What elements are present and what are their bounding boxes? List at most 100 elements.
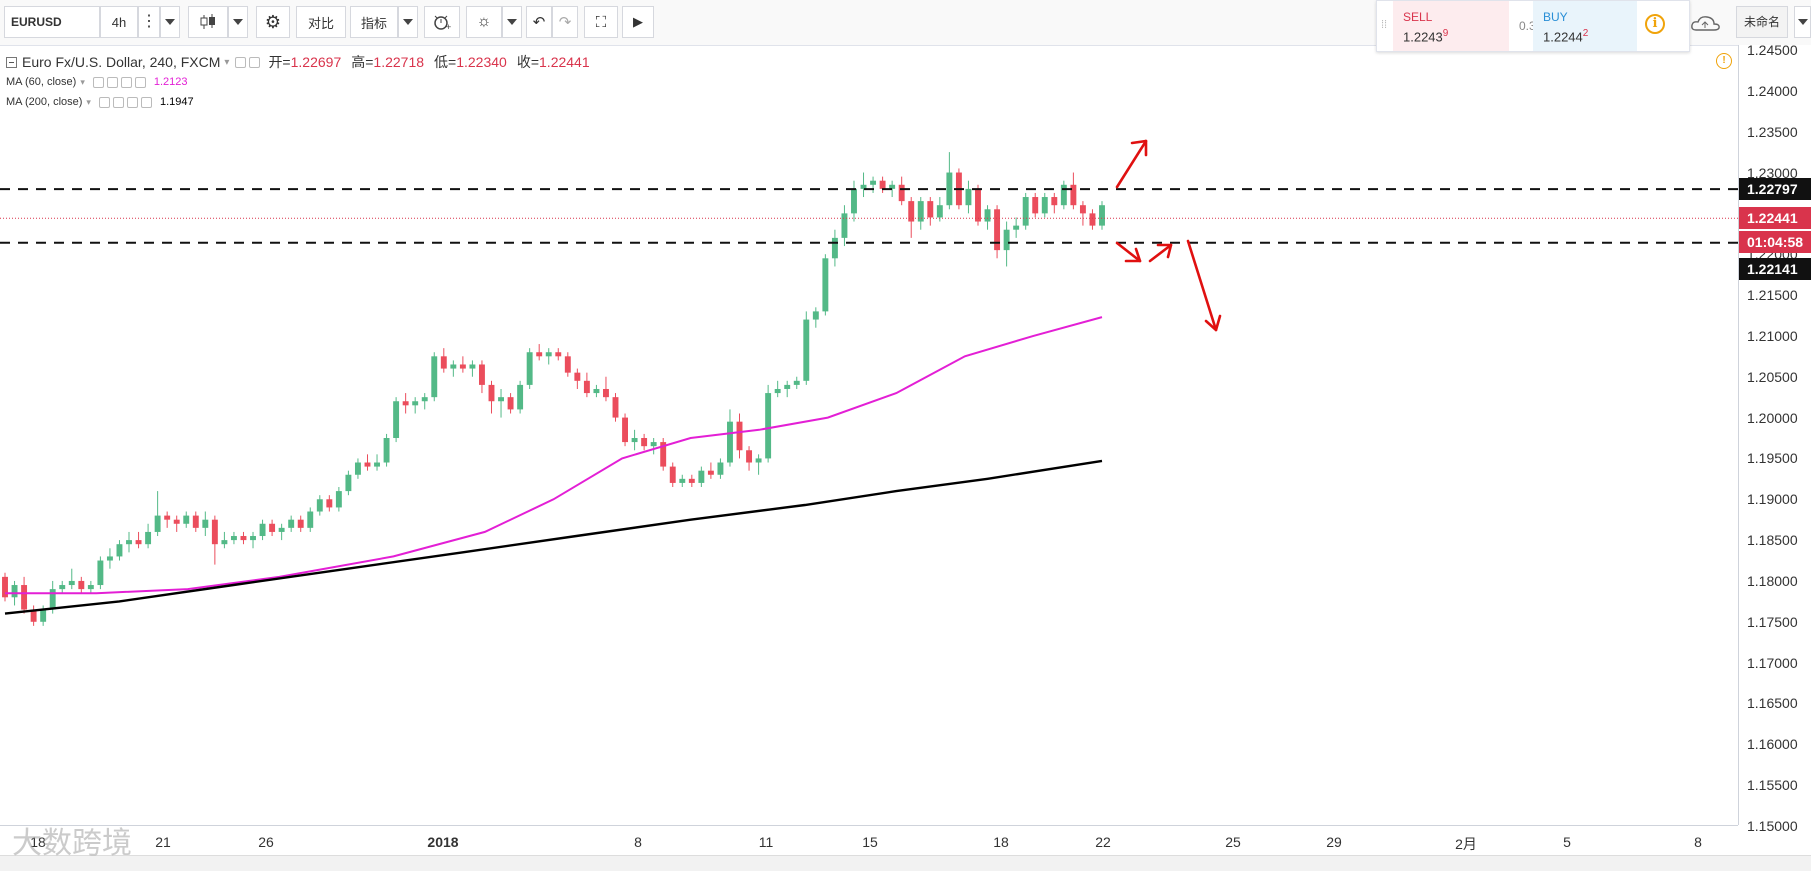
- candle-body: [307, 511, 314, 528]
- drag-handle-icon[interactable]: ⁞⁞: [1381, 19, 1388, 31]
- buy-price: 1.22442: [1543, 28, 1588, 44]
- chevron-down-icon: [403, 19, 413, 25]
- eye-icon[interactable]: [98, 96, 110, 108]
- candle-body: [707, 470, 714, 475]
- candle-body: [135, 540, 142, 545]
- redo-button[interactable]: ↷: [552, 6, 578, 38]
- interval-dropdown-button[interactable]: [160, 6, 180, 38]
- candle-body: [975, 188, 981, 222]
- collapse-legend-icon[interactable]: [6, 56, 17, 68]
- ma60-legend-row: MA (60, close) ▾ 1.2123: [6, 72, 590, 92]
- compare-button[interactable]: 对比: [296, 6, 346, 38]
- candle-body: [335, 491, 342, 508]
- ideas-dropdown[interactable]: [502, 6, 522, 38]
- interval-selector[interactable]: 4h: [100, 6, 138, 38]
- settings-small-icon[interactable]: [112, 96, 124, 108]
- sell-price-main: 1.2243: [1403, 29, 1443, 45]
- settings-button[interactable]: ⚙: [256, 6, 290, 38]
- chevron-down-icon[interactable]: ▾: [224, 56, 230, 68]
- candle-body: [831, 237, 838, 259]
- buy-pip: 2: [1582, 28, 1589, 39]
- support-price-tag: 1.22141: [1739, 257, 1811, 280]
- candle-body: [250, 536, 256, 541]
- candle-body: [450, 364, 457, 369]
- candle-body: [173, 519, 180, 524]
- fullscreen-icon: ⛶: [595, 13, 607, 31]
- candle-body: [622, 417, 629, 443]
- candle-body: [908, 201, 915, 222]
- time-tick-label: 11: [758, 834, 774, 850]
- info-icon[interactable]: i: [1645, 14, 1665, 34]
- bottom-toolbar: [0, 855, 1811, 871]
- chevron-down-icon[interactable]: ▾: [80, 76, 85, 87]
- last-price-tag: 1.22441: [1739, 207, 1811, 230]
- resistance-price-tag: 1.22797: [1739, 178, 1811, 201]
- chart-pane[interactable]: [0, 45, 1738, 825]
- candle-body: [2, 576, 8, 598]
- candle-body: [240, 536, 247, 541]
- symbol-input[interactable]: EURUSD: [4, 6, 100, 38]
- candle-body: [59, 585, 66, 590]
- candle-body: [354, 462, 361, 475]
- candle-body: [221, 540, 228, 545]
- add-icon[interactable]: [126, 96, 138, 108]
- candle-body: [402, 401, 409, 406]
- candle-body: [364, 462, 371, 467]
- candle-body: [21, 585, 28, 610]
- low-value: 1.22340: [456, 54, 507, 70]
- candle-body: [498, 397, 504, 402]
- ma60-line: [5, 316, 1103, 595]
- price-tick-label: 1.19500: [1747, 450, 1798, 467]
- settings-small-icon[interactable]: [106, 76, 118, 88]
- indicators-dropdown[interactable]: [398, 6, 418, 38]
- price-tick-label: 1.15000: [1747, 818, 1798, 834]
- add-icon[interactable]: [120, 76, 132, 88]
- price-tick-label: 1.21500: [1747, 287, 1798, 304]
- chart-legend: Euro Fx/U.S. Dollar, 240, FXCM ▾ 开= 1.226…: [6, 52, 590, 112]
- chevron-down-icon: [1797, 19, 1808, 25]
- price-axis[interactable]: 1.245001.240001.235001.230001.225001.220…: [1738, 42, 1811, 834]
- buy-button[interactable]: BUY 1.22442: [1533, 1, 1637, 51]
- replay-button[interactable]: ▶: [622, 6, 654, 38]
- time-tick-label: 29: [1326, 834, 1342, 850]
- quote-panel: ⁞⁞ SELL 1.22439 0.3 BUY 1.22442 i: [1376, 0, 1690, 52]
- chart-type-button[interactable]: [188, 6, 228, 38]
- undo-button[interactable]: ↶: [526, 6, 552, 38]
- time-tick-label: 5: [1563, 834, 1571, 850]
- time-axis[interactable]: 18 21 26 2018 8 11 15 18 22 25 29 2月 5 8: [0, 825, 1738, 856]
- time-tick-label: 26: [258, 834, 274, 850]
- redo-icon: ↷: [558, 14, 572, 31]
- sell-button[interactable]: SELL 1.22439: [1393, 1, 1509, 51]
- fullscreen-button[interactable]: ⛶: [584, 6, 618, 38]
- sell-label: SELL: [1403, 10, 1433, 24]
- candle-body: [889, 184, 896, 189]
- spread-value: 0.3: [1519, 19, 1536, 33]
- chevron-down-icon[interactable]: ▾: [86, 96, 91, 107]
- eye-icon[interactable]: [92, 76, 104, 88]
- bar-countdown-tag: 01:04:58: [1739, 231, 1811, 254]
- price-tick-label: 1.20500: [1747, 368, 1798, 385]
- candle-body: [459, 364, 466, 369]
- warning-icon[interactable]: !: [1716, 53, 1732, 69]
- eye-icon[interactable]: [235, 56, 247, 68]
- ma60-value: 1.2123: [153, 76, 188, 88]
- candle-body: [555, 352, 562, 357]
- candle-body: [1022, 197, 1029, 226]
- interval-more-icon[interactable]: ⋮: [138, 6, 160, 38]
- alert-button[interactable]: +: [424, 6, 460, 38]
- candle-body: [269, 523, 276, 532]
- cloud-save-icon[interactable]: [1690, 13, 1724, 38]
- candle-body: [688, 478, 695, 483]
- candle-body: [164, 515, 171, 520]
- close-icon[interactable]: [140, 96, 152, 108]
- close-icon[interactable]: [134, 76, 146, 88]
- ideas-button[interactable]: ☼: [466, 6, 502, 38]
- chart-type-dropdown[interactable]: [228, 6, 248, 38]
- layout-dropdown[interactable]: [1794, 6, 1811, 38]
- price-tick-label: 1.20000: [1747, 409, 1798, 426]
- candle-body: [641, 438, 648, 447]
- settings-small-icon[interactable]: [249, 56, 261, 68]
- indicators-button[interactable]: 指标: [350, 6, 398, 38]
- layout-name-button[interactable]: 未命名: [1736, 6, 1788, 38]
- candle-body: [927, 201, 934, 218]
